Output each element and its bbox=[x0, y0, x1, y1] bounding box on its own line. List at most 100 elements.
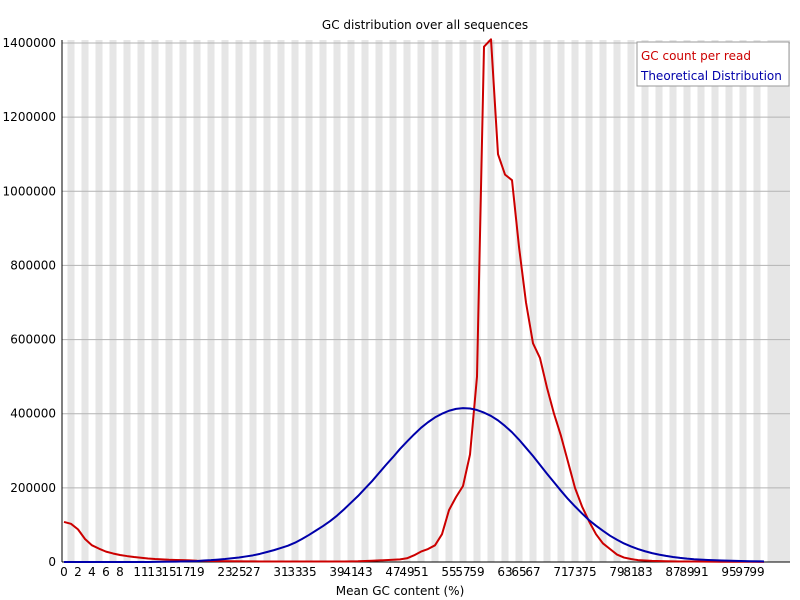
grid-band bbox=[305, 40, 313, 562]
x-tick-label: 63 bbox=[497, 565, 512, 579]
x-tick-label: 81 bbox=[623, 565, 638, 579]
x-tick-label: 57 bbox=[455, 565, 470, 579]
grid-band bbox=[669, 40, 677, 562]
grid-band bbox=[501, 40, 509, 562]
grid-band bbox=[123, 40, 131, 562]
x-tick-label: 71 bbox=[553, 565, 568, 579]
x-tick-label: 89 bbox=[679, 565, 694, 579]
grid-band bbox=[361, 40, 369, 562]
x-tick-label: 25 bbox=[231, 565, 246, 579]
grid-band bbox=[767, 40, 790, 562]
x-tick-label: 75 bbox=[581, 565, 596, 579]
grid-band bbox=[319, 40, 327, 562]
grid-band bbox=[333, 40, 341, 562]
grid-band bbox=[137, 40, 145, 562]
grid-band bbox=[599, 40, 607, 562]
grid-band bbox=[67, 40, 75, 562]
x-tick-label: 79 bbox=[609, 565, 624, 579]
grid-band bbox=[515, 40, 523, 562]
legend-box bbox=[636, 41, 790, 87]
x-tick-label: 91 bbox=[693, 565, 708, 579]
x-tick-label: 39 bbox=[329, 565, 344, 579]
x-tick-label: 11 bbox=[133, 565, 148, 579]
legend: GC count per read Theoretical Distributi… bbox=[636, 41, 790, 87]
x-tick-label: 2 bbox=[74, 565, 82, 579]
grid-band bbox=[711, 40, 719, 562]
legend-entry-theoretical: Theoretical Distribution bbox=[640, 69, 782, 83]
x-tick-label: 0 bbox=[60, 565, 68, 579]
grid-band bbox=[179, 40, 187, 562]
y-tick-label: 200000 bbox=[10, 481, 56, 495]
grid-band bbox=[165, 40, 173, 562]
vertical-bands bbox=[67, 40, 790, 562]
grid-band bbox=[543, 40, 551, 562]
grid-band bbox=[277, 40, 285, 562]
x-tick-label: 47 bbox=[385, 565, 400, 579]
series-line-gc-count bbox=[63, 38, 765, 563]
grid-band bbox=[725, 40, 733, 562]
grid-band bbox=[697, 40, 705, 562]
grid-band bbox=[81, 40, 89, 562]
grid-band bbox=[473, 40, 481, 562]
x-tick-label: 23 bbox=[217, 565, 232, 579]
x-tick-label: 59 bbox=[469, 565, 484, 579]
x-tick-label: 17 bbox=[175, 565, 190, 579]
x-axis-label: Mean GC content (%) bbox=[336, 584, 465, 598]
grid-band bbox=[151, 40, 159, 562]
grid-band bbox=[235, 40, 243, 562]
x-tick-label: 65 bbox=[511, 565, 526, 579]
grid-band bbox=[263, 40, 271, 562]
grid-band bbox=[585, 40, 593, 562]
grid-band bbox=[571, 40, 579, 562]
grid-band bbox=[193, 40, 201, 562]
grid-band bbox=[109, 40, 117, 562]
grid-band bbox=[459, 40, 467, 562]
series-lines bbox=[63, 38, 765, 563]
x-tick-label: 97 bbox=[735, 565, 750, 579]
grid-band bbox=[431, 40, 439, 562]
grid-band bbox=[557, 40, 565, 562]
x-tick-label: 41 bbox=[343, 565, 358, 579]
grid-band bbox=[221, 40, 229, 562]
x-tick-label: 13 bbox=[147, 565, 162, 579]
y-tick-label: 1400000 bbox=[3, 36, 56, 50]
y-tick-label: 400000 bbox=[10, 407, 56, 421]
x-tick-label: 35 bbox=[301, 565, 316, 579]
grid-band bbox=[389, 40, 397, 562]
x-tick-label: 31 bbox=[273, 565, 288, 579]
x-tick-label: 4 bbox=[88, 565, 96, 579]
grid-band bbox=[291, 40, 299, 562]
x-tick-label: 6 bbox=[102, 565, 110, 579]
grid-band bbox=[529, 40, 537, 562]
grid-band bbox=[207, 40, 215, 562]
x-tick-label: 49 bbox=[399, 565, 414, 579]
x-tick-label: 87 bbox=[665, 565, 680, 579]
legend-entry-gc-count: GC count per read bbox=[641, 49, 751, 63]
grid-band bbox=[375, 40, 383, 562]
y-tick-labels: 0 200000 400000 600000 800000 1000000 1200000 1… bbox=[3, 36, 56, 569]
y-tick-label: 600000 bbox=[10, 333, 56, 347]
x-tick-label: 95 bbox=[721, 565, 736, 579]
grid-band bbox=[445, 40, 453, 562]
grid-band bbox=[417, 40, 425, 562]
y-tick-label: 1200000 bbox=[3, 110, 56, 124]
grid-band bbox=[347, 40, 355, 562]
x-tick-label: 19 bbox=[189, 565, 204, 579]
grid-band bbox=[403, 40, 411, 562]
grid-band bbox=[627, 40, 635, 562]
x-tick-label: 8 bbox=[116, 565, 124, 579]
x-tick-label: 55 bbox=[441, 565, 456, 579]
grid-band bbox=[655, 40, 663, 562]
x-tick-label: 83 bbox=[637, 565, 652, 579]
horizontal-gridlines bbox=[62, 42, 790, 489]
chart-title: GC distribution over all sequences bbox=[322, 18, 528, 32]
x-tick-label: 15 bbox=[161, 565, 176, 579]
series-line-theoretical bbox=[64, 407, 765, 563]
x-tick-label: 43 bbox=[357, 565, 372, 579]
grid-band bbox=[753, 40, 761, 562]
x-tick-label: 99 bbox=[749, 565, 764, 579]
x-tick-label: 51 bbox=[413, 565, 428, 579]
x-tick-label: 73 bbox=[567, 565, 582, 579]
